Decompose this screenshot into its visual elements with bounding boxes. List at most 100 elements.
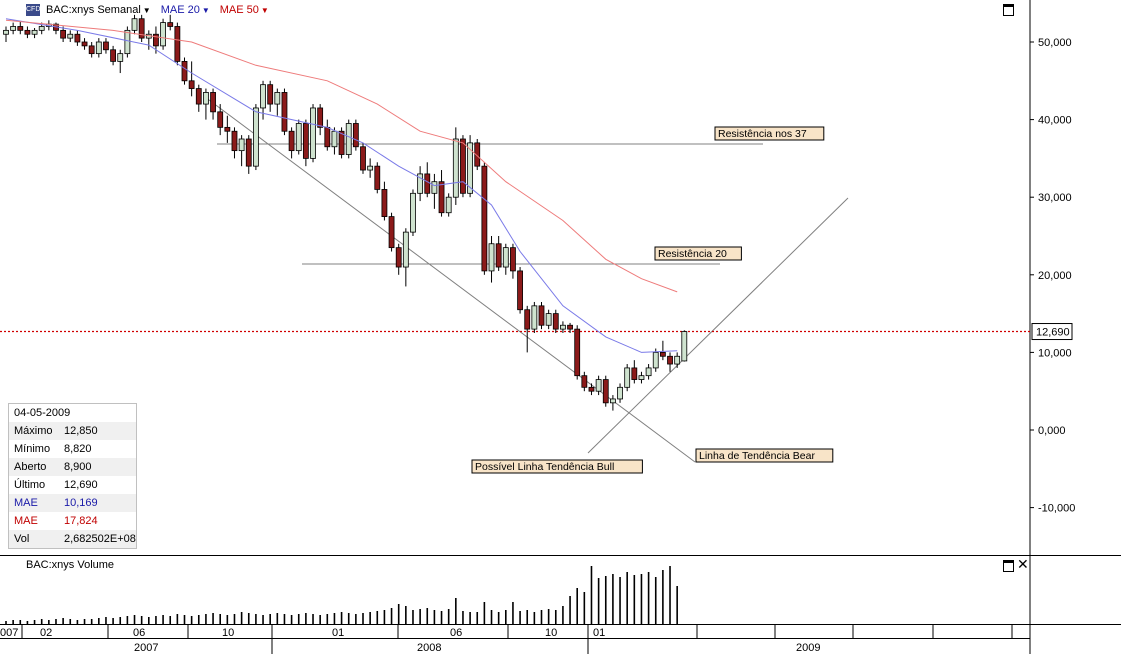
candle-body	[652, 351, 659, 369]
info-key: Mínimo	[14, 443, 51, 455]
candle-body	[445, 196, 452, 214]
candle-body	[231, 130, 238, 152]
candle-body	[560, 324, 566, 330]
candle-body	[581, 375, 588, 388]
candle-body	[481, 165, 488, 272]
candle-body	[524, 309, 531, 330]
y-tick-label: -10,000	[1038, 503, 1075, 515]
info-value: 10,169	[64, 497, 98, 509]
chart-legend: CFD BAC:xnys Semanal ▼ MAE 20 ▼ MAE 50 ▼	[26, 3, 275, 17]
info-key: Último	[14, 479, 46, 491]
dropdown-arrow-icon: ▼	[260, 5, 269, 15]
y-tick-label: 30,000	[1038, 192, 1072, 204]
candle-body	[295, 123, 302, 152]
data-info-panel: 04-05-2009 Máximo 12,850 Mínimo 8,820 Aberto…	[8, 403, 137, 549]
info-row: Aberto 8,900	[9, 458, 136, 476]
x-month-label: 01	[593, 627, 605, 639]
candle-body	[38, 26, 45, 31]
candle-body	[538, 305, 545, 326]
candle-body	[31, 29, 38, 35]
y-tick-label: 10,000	[1038, 347, 1072, 359]
candle-body	[224, 126, 231, 132]
candle-body	[203, 92, 209, 105]
annotation-box	[714, 126, 825, 141]
annotation-box	[654, 246, 742, 261]
candle-body	[402, 231, 409, 268]
candle-body	[302, 123, 309, 159]
candle-body	[174, 26, 181, 62]
candle-body	[431, 181, 438, 194]
cfd-logo-icon: CFD	[26, 4, 40, 16]
candle-body	[602, 379, 609, 404]
dropdown-arrow-icon: ▼	[201, 5, 210, 15]
info-row: Máximo 12,850	[9, 422, 136, 440]
candle-body	[17, 26, 24, 31]
annotation-label: Linha de Tendência Bear	[699, 450, 815, 462]
candle-body	[374, 165, 381, 190]
annotation-box	[695, 448, 834, 463]
candle-body	[160, 22, 166, 47]
symbol-label: BAC:xnys Semanal	[46, 4, 141, 16]
candle-body	[317, 107, 324, 128]
candle-body	[88, 45, 95, 55]
candle-body	[74, 33, 81, 43]
candle-body	[417, 173, 424, 194]
maximize-volume-panel-icon[interactable]	[1003, 560, 1014, 572]
candle-body	[331, 130, 338, 148]
candle-body	[267, 84, 274, 105]
bear-trendline	[204, 96, 696, 463]
info-row: Vol 2,682502E+08	[9, 530, 136, 548]
info-key: Vol	[14, 533, 30, 545]
candle-body	[545, 313, 552, 326]
candle-body	[638, 375, 645, 380]
info-row: MAE 10,169	[9, 494, 136, 512]
candle-body	[324, 126, 331, 148]
candle-body	[367, 165, 374, 171]
info-row: Último 12,690	[9, 476, 136, 494]
candle-body	[24, 29, 31, 35]
candle-body	[567, 324, 573, 330]
mae20-line	[5, 18, 678, 353]
y-tick-label: 50,000	[1038, 37, 1072, 49]
candle-body	[345, 123, 352, 155]
close-volume-panel-icon[interactable]: ✕	[1017, 556, 1029, 572]
x-year-label: 2007	[134, 642, 158, 654]
candle-body	[681, 331, 688, 362]
mae20-label: MAE 20	[160, 4, 200, 16]
symbol-selector[interactable]: BAC:xnys Semanal ▼	[46, 4, 151, 16]
candle-body	[117, 53, 124, 62]
candle-body	[610, 398, 616, 404]
candle-body	[274, 92, 281, 105]
maximize-price-panel-icon[interactable]	[1003, 4, 1014, 16]
candle-body	[488, 243, 495, 272]
x-month-label: 06	[133, 627, 145, 639]
candle-body	[153, 33, 159, 47]
candle-body	[517, 270, 523, 311]
candle-body	[595, 379, 602, 392]
candle-body	[495, 243, 502, 268]
mae20-selector[interactable]: MAE 20 ▼	[161, 4, 210, 16]
x-month-label: 007	[0, 627, 18, 639]
x-month-label: 01	[332, 627, 344, 639]
y-tick-label: 20,000	[1038, 270, 1072, 282]
candle-body	[124, 29, 131, 55]
info-row: MAE 17,824	[9, 512, 136, 530]
candle-body	[81, 41, 88, 47]
candle-body	[3, 29, 9, 35]
mae50-selector[interactable]: MAE 50 ▼	[220, 4, 269, 16]
info-value: 8,900	[64, 461, 92, 473]
candle-body	[188, 80, 195, 89]
candle-body	[388, 216, 395, 249]
candle-body	[103, 41, 109, 51]
candle-body	[138, 18, 145, 39]
candle-body	[167, 22, 174, 27]
candle-body	[410, 192, 416, 233]
annotation-label: Resistência nos 37	[718, 128, 807, 140]
info-value: 2,682502E+08	[64, 533, 136, 545]
info-key: MAE	[14, 497, 38, 509]
candle-body	[574, 328, 581, 377]
candle-body	[245, 138, 252, 167]
annotation-box	[471, 459, 643, 474]
bull-trendline	[587, 197, 849, 454]
